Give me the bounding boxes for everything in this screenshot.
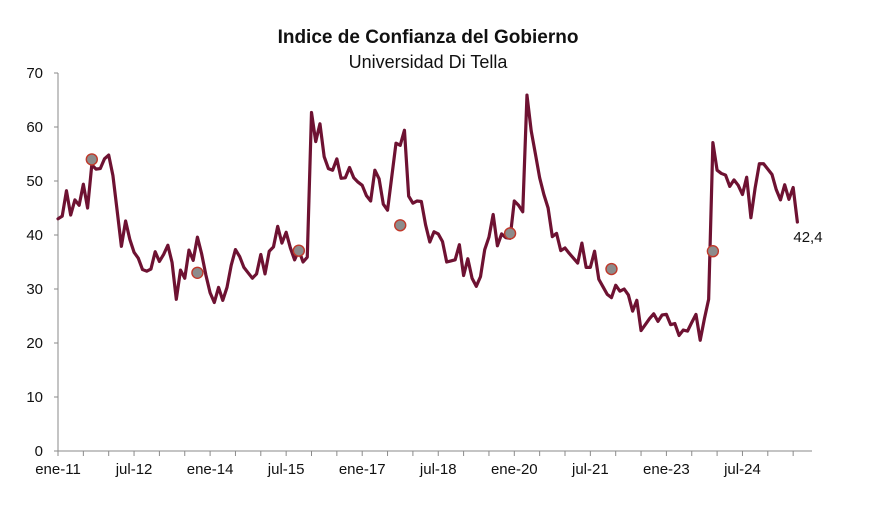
chart-title-block: Indice de Confianza del Gobierno Univers…	[0, 26, 856, 73]
series-line	[56, 93, 799, 342]
x-tick-label: jul-12	[115, 461, 153, 478]
x-tick-label: jul-21	[571, 461, 609, 478]
y-axis: 0 10 20 30 40 50 60 70	[26, 65, 59, 460]
y-tick-label: 60	[26, 119, 43, 136]
x-tick-label: jul-24	[723, 461, 761, 478]
x-tick-label: ene-20	[491, 461, 538, 478]
end-value-label: 42,4	[793, 229, 822, 246]
data-marker	[191, 266, 204, 279]
y-tick-label: 10	[26, 389, 43, 406]
x-tick-label: ene-11	[35, 461, 81, 478]
x-tick-label: jul-18	[419, 461, 457, 478]
x-axis: ene-11 jul-12 ene-14 jul-15 ene-17 jul-18 ene-…	[35, 450, 812, 478]
data-marker	[503, 227, 517, 240]
x-tick-label: ene-14	[187, 461, 234, 478]
data-marker	[706, 244, 720, 258]
y-tick-label: 0	[35, 443, 43, 460]
data-marker	[292, 244, 306, 257]
y-tick-label: 70	[26, 65, 43, 82]
chart-title: Indice de Confianza del Gobierno	[277, 27, 579, 48]
plot-area	[56, 93, 799, 342]
data-marker	[605, 262, 618, 276]
x-tick-label: ene-17	[339, 461, 386, 478]
chart-subtitle: Universidad Di Tella	[348, 52, 508, 72]
x-tick-label: jul-15	[267, 461, 305, 478]
y-tick-label: 20	[26, 335, 43, 352]
data-marker	[85, 153, 99, 166]
data-marker	[394, 219, 407, 232]
y-tick-label: 50	[26, 173, 43, 190]
y-tick-label: 30	[26, 281, 43, 298]
y-tick-label: 40	[26, 227, 43, 244]
x-tick-label: ene-23	[643, 461, 690, 478]
